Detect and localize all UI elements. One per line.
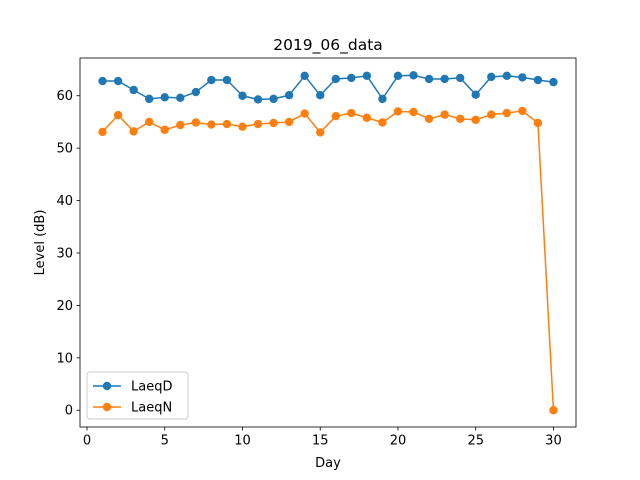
y-tick-label: 0 [65,404,73,419]
data-point-laeqd [207,75,216,85]
data-point-laeqn [316,128,325,137]
data-point-laeqn [378,118,387,127]
data-point-laeqn [98,127,107,137]
y-tick-label: 20 [56,299,73,314]
data-point-laeqd [191,87,201,97]
data-point-laeqn [487,110,496,119]
data-point-laeqd [487,72,496,82]
data-point-laeqn [222,119,232,129]
data-point-laeqd [424,74,434,84]
data-point-laeqd [253,95,263,104]
data-point-laeqn [533,118,543,128]
legend-label-laeqd: LaeqD [131,380,172,395]
data-point-laeqn [393,107,403,116]
data-point-laeqd [284,91,294,100]
data-point-laeqn [347,108,356,118]
data-point-laeqn [144,117,154,127]
data-point-laeqd [316,91,325,100]
data-point-laeqd [362,71,372,81]
data-point-laeqd [300,71,309,81]
y-tick-label: 30 [56,246,73,261]
plot-frame [79,57,577,428]
y-tick-label: 60 [56,89,73,104]
data-point-laeqn [518,106,527,116]
data-point-laeqd [347,73,356,83]
data-point-laeqn [113,110,123,120]
data-point-laeqd [471,90,480,99]
data-point-laeqd [222,75,232,85]
data-point-laeqn [502,108,512,118]
x-tick-label: 15 [312,434,329,449]
chart-title: 2019_06_data [273,36,383,55]
data-point-laeqd [331,74,340,84]
legend-label-laeqn: LaeqN [131,401,172,416]
data-point-laeqn [207,120,216,129]
y-axis-label: Level (dB) [33,210,48,276]
data-point-laeqn [549,406,558,415]
data-point-laeqn [331,111,340,121]
data-point-laeqd [113,76,123,86]
data-point-laeqn [284,117,294,127]
x-tick-label: 25 [467,434,484,449]
data-point-laeqn [191,118,201,127]
data-point-laeqn [409,107,418,117]
data-point-laeqd [440,74,449,84]
data-point-laeqn [238,122,247,131]
data-point-laeqn [253,119,263,129]
data-point-laeqn [129,127,138,136]
x-tick-label: 0 [83,434,91,449]
data-point-laeqn [176,120,185,130]
legend-marker-laeqn [102,402,112,412]
data-point-laeqd [269,94,278,104]
data-point-laeqd [378,94,387,104]
data-point-laeqn [362,113,372,122]
y-tick-label: 50 [56,142,73,157]
data-point-laeqd [238,91,247,100]
data-point-laeqd [144,94,154,104]
x-axis-ticks: 0 5 10 15 20 25 30 [83,427,562,449]
data-point-laeqd [502,71,512,81]
data-point-laeqd [393,71,403,81]
data-point-laeqn [471,115,480,125]
y-tick-label: 40 [56,194,73,209]
data-point-laeqn [160,125,169,135]
data-point-laeqd [176,93,185,103]
x-axis-label: Day [315,456,341,471]
x-tick-label: 30 [545,434,562,449]
data-point-laeqd [409,71,418,80]
data-point-laeqd [129,85,138,95]
series-layer [98,71,558,415]
data-point-laeqn [455,114,465,124]
data-point-laeqd [160,93,169,102]
data-point-laeqd [455,73,465,83]
data-point-laeqd [533,75,543,85]
y-axis-ticks: 0 10 20 30 40 50 60 [56,89,80,419]
data-point-laeqn [440,110,449,119]
data-point-laeqd [98,76,107,86]
x-tick-label: 20 [390,434,407,449]
data-point-laeqd [518,73,527,82]
data-point-laeqn [424,114,434,124]
y-tick-label: 10 [56,351,73,366]
data-point-laeqn [300,109,309,118]
data-point-laeqn [269,118,278,128]
data-point-laeqd [549,77,558,87]
x-tick-label: 10 [234,434,251,449]
x-tick-label: 5 [161,434,169,449]
legend: LaeqD LaeqN [86,371,189,420]
legend-marker-laeqd [102,381,112,391]
